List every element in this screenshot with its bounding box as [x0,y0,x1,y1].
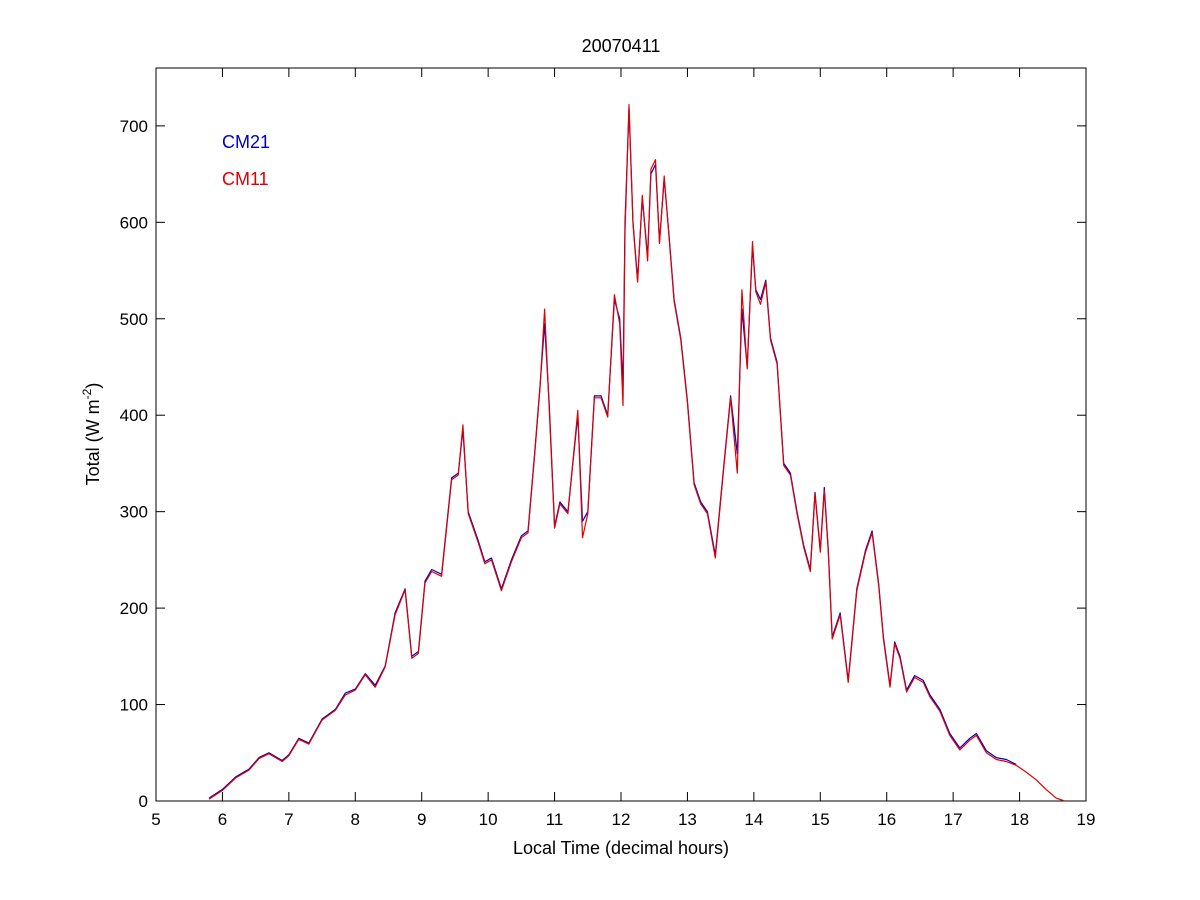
x-tick-label: 17 [944,810,963,829]
y-tick-label: 600 [120,213,148,232]
x-tick-label: 12 [612,810,631,829]
x-tick-label: 8 [351,810,360,829]
x-tick-label: 15 [811,810,830,829]
y-tick-label: 500 [120,310,148,329]
y-axis-title-superscript: -2 [80,388,94,399]
plot-area [156,68,1086,801]
x-tick-label: 6 [218,810,227,829]
x-tick-label: 10 [479,810,498,829]
x-tick-label: 16 [877,810,896,829]
x-tick-label: 13 [678,810,697,829]
x-tick-label: 14 [744,810,763,829]
chart-title: 20070411 [582,36,661,56]
x-tick-label: 18 [1010,810,1029,829]
y-tick-label: 700 [120,117,148,136]
x-tick-label: 7 [284,810,293,829]
legend-entry-cm21: CM21 [222,132,270,152]
y-tick-label: 100 [120,696,148,715]
x-tick-label: 5 [151,810,160,829]
x-axis-title: Local Time (decimal hours) [513,838,729,858]
y-axis-title-close: ) [83,383,103,389]
legend-entry-cm11: CM11 [222,169,269,189]
y-tick-label: 0 [139,792,148,811]
x-tick-label: 9 [417,810,426,829]
y-axis-title-main: Total (W m [83,399,103,485]
y-tick-label: 200 [120,599,148,618]
y-tick-label: 400 [120,406,148,425]
x-tick-label: 11 [546,810,564,829]
y-axis-title: Total (W m-2) [80,383,103,486]
x-tick-label: 19 [1077,810,1096,829]
y-tick-label: 300 [120,503,148,522]
